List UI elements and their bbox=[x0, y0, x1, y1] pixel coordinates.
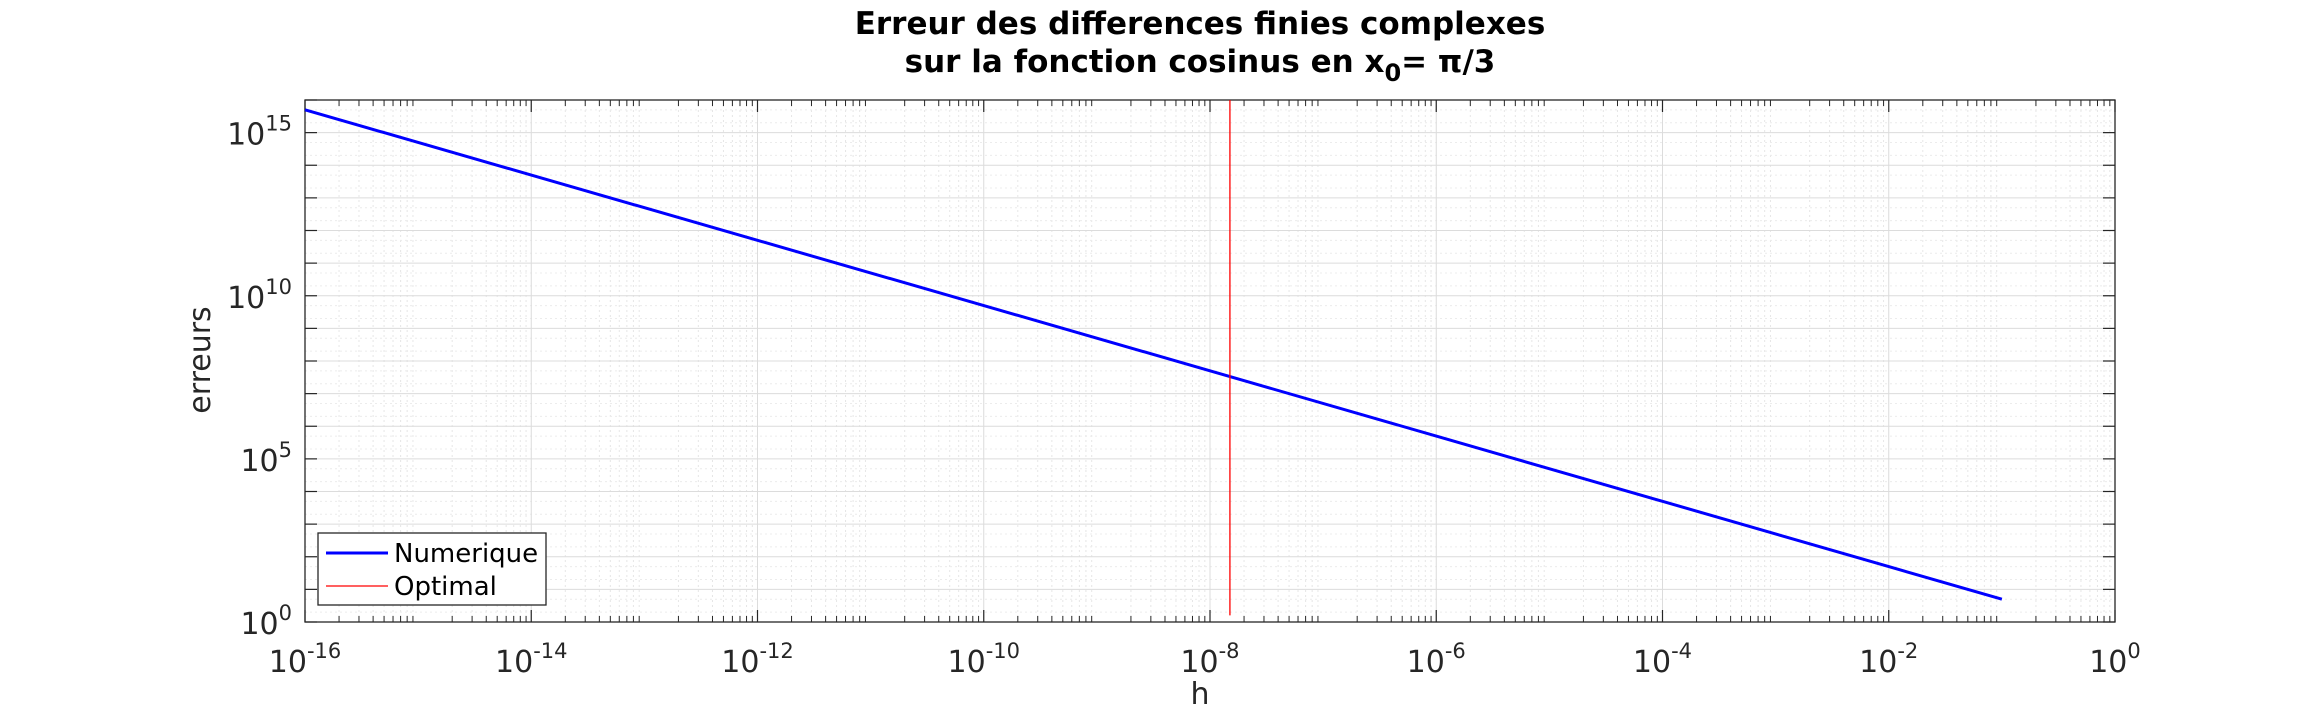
x-axis-label: h bbox=[1190, 677, 1209, 712]
series-layer bbox=[304, 100, 2003, 616]
legend-label-optimal: Optimal bbox=[394, 572, 497, 602]
x-tick-label: 100 bbox=[2089, 639, 2141, 680]
x-tick-label-base: 10 bbox=[495, 645, 533, 680]
axes-box bbox=[304, 99, 2116, 623]
x-tick-label-exponent: -14 bbox=[533, 639, 567, 663]
x-tick-label: 10-4 bbox=[1633, 639, 1692, 680]
y-tick-label-base: 10 bbox=[240, 444, 278, 479]
x-tick-label-exponent: -16 bbox=[307, 639, 341, 663]
y-tick-label-exponent: 0 bbox=[279, 601, 292, 625]
x-tick-label-exponent: -6 bbox=[1445, 639, 1466, 663]
y-tick-label: 105 bbox=[240, 438, 292, 479]
y-tick-label-base: 10 bbox=[227, 281, 265, 316]
y-tick-label: 1010 bbox=[227, 275, 292, 316]
x-tick-label: 10-14 bbox=[495, 639, 568, 680]
y-tick-label-exponent: 10 bbox=[265, 275, 292, 299]
x-tick-label-base: 10 bbox=[1407, 645, 1445, 680]
y-tick-label-exponent: 5 bbox=[279, 438, 292, 462]
legend-box bbox=[317, 532, 547, 606]
y-tick-label: 100 bbox=[240, 601, 292, 642]
y-tick-label-base: 10 bbox=[240, 607, 278, 642]
x-tick-label: 10-16 bbox=[269, 639, 342, 680]
x-tick-label-exponent: 0 bbox=[2127, 639, 2140, 663]
x-tick-label: 10-8 bbox=[1180, 639, 1239, 680]
x-tick-label-exponent: -12 bbox=[759, 639, 793, 663]
y-axis-label: erreurs bbox=[183, 306, 218, 413]
x-tick-label: 10-2 bbox=[1859, 639, 1918, 680]
x-tick-label: 10-12 bbox=[721, 639, 794, 680]
x-tick-label-base: 10 bbox=[2089, 645, 2127, 680]
x-tick-label-exponent: -8 bbox=[1219, 639, 1240, 663]
y-tick-label-exponent: 15 bbox=[265, 112, 292, 136]
x-tick-label-exponent: -10 bbox=[986, 639, 1020, 663]
x-tick-label-base: 10 bbox=[948, 645, 986, 680]
chart-title-line2: sur la fonction cosinus en x0= π/3 bbox=[905, 44, 1496, 87]
x-tick-label: 10-6 bbox=[1407, 639, 1466, 680]
title-line2-subscript: 0 bbox=[1384, 59, 1401, 87]
tick-labels: 10-16 10-14 10-12 10-10 10-8 10-6 10-4 10-2 1001… bbox=[227, 112, 2141, 680]
x-tick-label-base: 10 bbox=[1859, 645, 1897, 680]
x-tick-label-base: 10 bbox=[1180, 645, 1218, 680]
y-tick-label: 1015 bbox=[227, 112, 292, 153]
x-tick-label: 10-10 bbox=[948, 639, 1021, 680]
grid-layer bbox=[304, 99, 2116, 623]
y-tick-label-base: 10 bbox=[227, 118, 265, 153]
x-tick-label-exponent: -2 bbox=[1897, 639, 1918, 663]
x-tick-label-base: 10 bbox=[1633, 645, 1671, 680]
legend: Numerique Optimal bbox=[317, 532, 547, 606]
x-tick-label-exponent: -4 bbox=[1671, 639, 1692, 663]
chart-title-line1: Erreur des differences finies complexes bbox=[855, 6, 1546, 42]
series-line-numerique bbox=[304, 108, 2003, 601]
x-tick-label-base: 10 bbox=[269, 645, 307, 680]
x-tick-label-base: 10 bbox=[721, 645, 759, 680]
title-line2-prefix: sur la fonction cosinus en x bbox=[905, 44, 1385, 80]
title-line2-suffix: = π/3 bbox=[1401, 44, 1495, 80]
legend-label-numerique: Numerique bbox=[394, 539, 538, 569]
axes-frame bbox=[304, 99, 2116, 623]
